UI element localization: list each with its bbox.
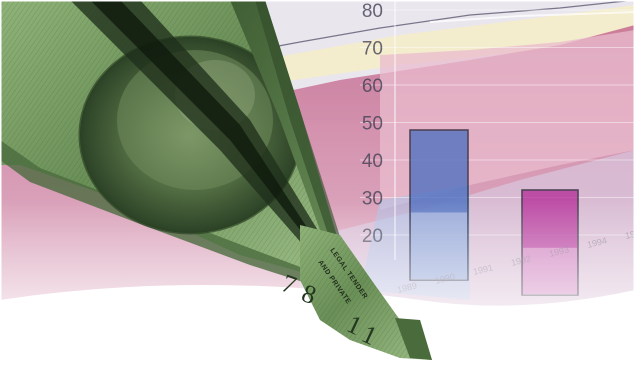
y-tick-label: 60 <box>362 76 383 97</box>
y-tick-label: 50 <box>362 114 383 135</box>
trend-line <box>229 0 635 56</box>
y-tick-label: 40 <box>362 151 383 172</box>
white-foreground <box>0 285 635 365</box>
y-tick-label: 80 <box>362 1 383 22</box>
airplane-center-fold <box>70 0 330 262</box>
y-tick-label: 70 <box>362 39 383 60</box>
dollar-paper-airplane: LEGAL TENDER AND PRIVATE 7 8 1 1 <box>0 0 432 360</box>
